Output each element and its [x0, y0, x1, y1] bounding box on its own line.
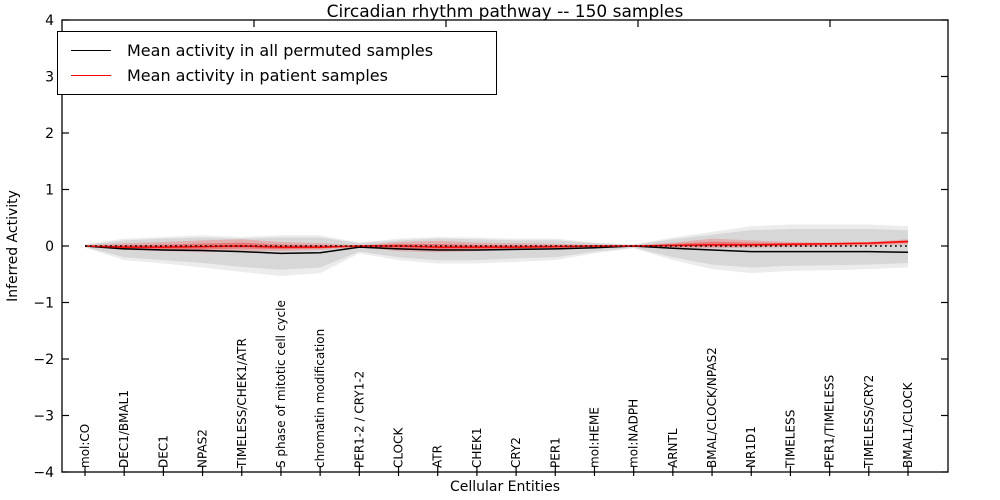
- x-tick-label: NR1D1: [744, 426, 758, 468]
- y-tick-label: −2: [33, 352, 54, 368]
- x-tick-label: mol:NADPH: [627, 399, 641, 468]
- x-tick-label: TIMELESS: [783, 410, 797, 469]
- x-tick-label: CHEK1: [470, 428, 484, 469]
- y-tick-label: 4: [45, 13, 54, 29]
- x-tick-label: CRY2: [509, 437, 523, 468]
- chart-title: Circadian rhythm pathway -- 150 samples: [326, 2, 684, 22]
- x-tick-label: TIMELESS/CHEK1/ATR: [235, 338, 249, 469]
- legend-item-patient: Mean activity in patient samples: [71, 66, 482, 85]
- legend: Mean activity in all permuted samples Me…: [57, 31, 497, 95]
- y-tick-label: 3: [45, 70, 54, 86]
- x-tick-label: mol:CO: [78, 424, 92, 468]
- legend-item-permuted: Mean activity in all permuted samples: [71, 41, 482, 60]
- legend-label-patient: Mean activity in patient samples: [127, 66, 388, 86]
- legend-line-patient-icon: [71, 75, 111, 77]
- series-line-mean-activity-in-all-permuted-samples: [84, 245, 909, 255]
- x-tick-label: DEC1/BMAL1: [117, 390, 131, 468]
- series-line-mean-activity-in-patient-samples: [84, 240, 909, 248]
- y-tick-label: 0: [45, 239, 54, 255]
- y-tick-label: −4: [33, 465, 54, 481]
- x-tick-label: PER1-2 / CRY1-2: [352, 371, 366, 468]
- x-tick-label: DEC1: [156, 435, 170, 468]
- y-tick-label: 2: [45, 126, 54, 142]
- y-tick-label: −1: [33, 296, 54, 312]
- x-tick-label: PER1/TIMELESS: [823, 375, 837, 468]
- y-axis-label: Inferred Activity: [5, 190, 21, 302]
- x-tick-label: ATR: [431, 445, 445, 468]
- x-tick-label: CLOCK: [392, 427, 406, 468]
- x-tick-label: PER1: [548, 437, 562, 468]
- legend-line-permuted-icon: [71, 49, 111, 51]
- x-tick-label: chromatin modification: [313, 329, 327, 468]
- x-tick-label: NPAS2: [196, 429, 210, 468]
- x-tick-label: TIMELESS/CRY2: [862, 375, 876, 469]
- x-axis-label: Cellular Entities: [449, 479, 561, 495]
- x-tick-label: mol:HEME: [587, 407, 601, 468]
- x-tick-label: BMAL/CLOCK/NPAS2: [705, 347, 719, 468]
- y-tick-label: −3: [33, 409, 54, 425]
- x-tick-label: S phase of mitotic cell cycle: [274, 300, 288, 468]
- x-tick-label: ARNTL: [666, 428, 680, 468]
- y-tick-label: 1: [45, 183, 54, 199]
- legend-label-permuted: Mean activity in all permuted samples: [127, 40, 434, 60]
- x-tick-label: BMAL1/CLOCK: [901, 381, 915, 468]
